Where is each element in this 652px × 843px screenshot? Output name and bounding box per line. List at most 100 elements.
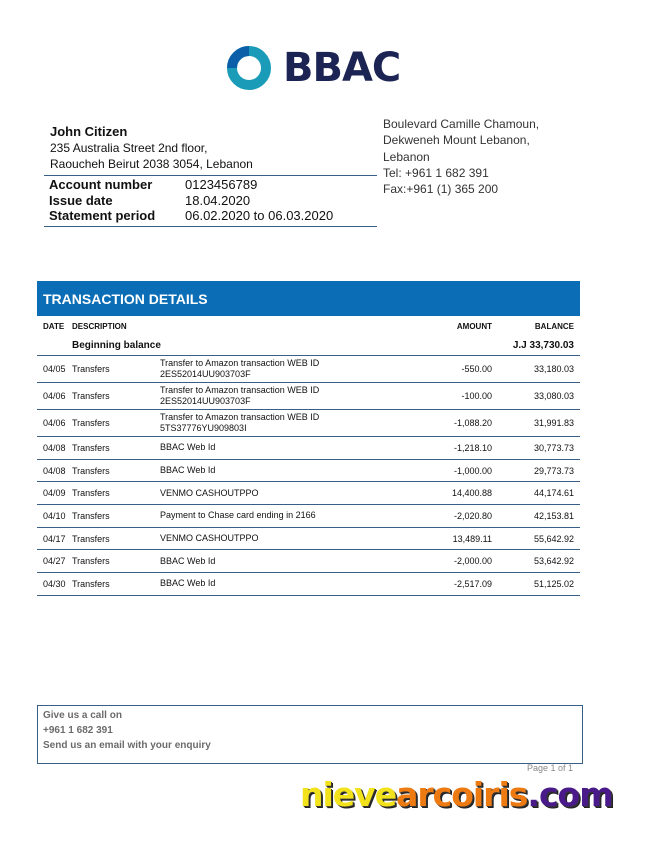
beginning-balance-value: J.J 33,730.03 bbox=[512, 340, 574, 351]
row-description: VENMO CASHOUTPPO bbox=[160, 488, 392, 499]
row-description: BBAC Web Id bbox=[160, 465, 392, 476]
row-amount: -100.00 bbox=[461, 391, 492, 401]
row-description: Transfer to Amazon transaction WEB ID 2ES… bbox=[160, 385, 392, 407]
row-type: Transfers bbox=[72, 510, 110, 521]
account-number-value: 0123456789 bbox=[185, 177, 258, 192]
transaction-details-title: TRANSACTION DETAILS bbox=[37, 281, 580, 316]
bank-logo: BBAC bbox=[225, 44, 401, 92]
table-row: 04/27 Transfers BBAC Web Id -2,000.00 53… bbox=[37, 550, 580, 574]
transactions-table: DATE DESCRIPTION AMOUNT BALANCE Beginnin… bbox=[37, 316, 580, 596]
row-description-line: Transfer to Amazon transaction WEB ID bbox=[160, 385, 320, 395]
statement-period-value: 06.02.2020 to 06.03.2020 bbox=[185, 208, 334, 223]
beginning-balance-row: Beginning balance J.J 33,730.03 bbox=[37, 336, 580, 356]
row-amount: -1,000.00 bbox=[453, 465, 492, 476]
row-description-line: Payment to Chase card ending in 2166 bbox=[160, 510, 316, 521]
table-row: 04/05 Transfers Transfer to Amazon trans… bbox=[37, 356, 580, 383]
row-type: Transfers bbox=[72, 488, 110, 499]
row-description: VENMO CASHOUTPPO bbox=[160, 533, 392, 544]
watermark: nievearcoiris.com bbox=[300, 775, 614, 814]
row-description-line: Transfer to Amazon transaction WEB ID bbox=[160, 412, 320, 422]
row-description-line: BBAC Web Id bbox=[160, 442, 216, 453]
row-type: Transfers bbox=[72, 556, 110, 567]
row-type: Transfers bbox=[72, 364, 110, 374]
row-amount: -1,088.20 bbox=[453, 418, 492, 428]
row-description: Payment to Chase card ending in 2166 bbox=[160, 510, 392, 521]
row-description-line: VENMO CASHOUTPPO bbox=[160, 487, 259, 498]
header-balance: BALANCE bbox=[534, 321, 574, 331]
row-balance: 30,773.73 bbox=[533, 442, 574, 453]
bank-address-line: Lebanon bbox=[383, 149, 430, 164]
row-balance: 53,642.92 bbox=[533, 556, 574, 567]
row-amount: -2,517.09 bbox=[453, 578, 492, 589]
row-date: 04/06 bbox=[43, 391, 66, 401]
account-info: Account number 0123456789 Issue date 18.04… bbox=[44, 175, 377, 227]
row-type: Transfers bbox=[72, 465, 110, 476]
row-date: 04/08 bbox=[43, 465, 66, 476]
row-date: 04/08 bbox=[43, 442, 66, 453]
row-type: Transfers bbox=[72, 442, 110, 453]
table-row: 04/08 Transfers BBAC Web Id -1,218.10 30… bbox=[37, 437, 580, 460]
row-balance: 29,773.73 bbox=[533, 465, 574, 476]
row-type: Transfers bbox=[72, 578, 110, 589]
row-balance: 44,174.61 bbox=[533, 488, 574, 499]
row-date: 04/17 bbox=[43, 533, 66, 544]
table-row: 04/08 Transfers BBAC Web Id -1,000.00 29… bbox=[37, 460, 580, 483]
row-description: Transfer to Amazon transaction WEB ID 2ES… bbox=[160, 358, 392, 380]
customer-name: John Citizen bbox=[50, 124, 128, 139]
bank-address-line: Boulevard Camille Chamoun, bbox=[383, 117, 540, 131]
table-row: 04/17 Transfers VENMO CASHOUTPPO 13,489.… bbox=[37, 528, 580, 551]
row-description-line: VENMO CASHOUTPPO bbox=[160, 533, 259, 544]
customer-address-1: 235 Australia Street 2nd floor, bbox=[50, 141, 208, 155]
row-amount: -2,000.00 bbox=[453, 556, 492, 567]
row-date: 04/27 bbox=[43, 556, 66, 567]
table-header: DATE DESCRIPTION AMOUNT BALANCE bbox=[37, 316, 580, 336]
contact-phone[interactable]: +961 1 682 391 bbox=[43, 725, 113, 736]
contact-box: Give us a call on +961 1 682 391 Send us… bbox=[37, 705, 583, 764]
row-description-ref: 2ES52014UU903703F bbox=[160, 369, 251, 379]
row-description-ref: 2ES52014UU903703F bbox=[160, 396, 251, 406]
row-balance: 33,180.03 bbox=[533, 364, 574, 374]
beginning-balance-label: Beginning balance bbox=[72, 340, 161, 351]
row-type: Transfers bbox=[72, 391, 110, 401]
row-description: BBAC Web Id bbox=[160, 578, 392, 589]
contact-call-label: Give us a call on bbox=[43, 710, 122, 721]
row-date: 04/05 bbox=[43, 364, 66, 374]
statement-period-label: Statement period bbox=[49, 208, 156, 223]
logo-ring-icon bbox=[227, 46, 271, 90]
row-amount: -2,020.80 bbox=[453, 510, 492, 521]
watermark-part: arcoiris bbox=[396, 775, 528, 814]
bank-address: Boulevard Camille Chamoun, Dekweneh Moun… bbox=[383, 116, 539, 197]
watermark-part: .com bbox=[527, 775, 613, 814]
row-description-line: BBAC Web Id bbox=[160, 555, 216, 566]
table-row: 04/06 Transfers Transfer to Amazon trans… bbox=[37, 410, 580, 437]
contact-email-label: Send us an email with your enquiry bbox=[43, 740, 211, 751]
issue-date-value: 18.04.2020 bbox=[185, 192, 251, 208]
row-description: BBAC Web Id bbox=[160, 556, 392, 567]
header-date: DATE bbox=[43, 321, 65, 331]
row-date: 04/30 bbox=[43, 578, 66, 589]
customer-block: John Citizen 235 Australia Street 2nd fl… bbox=[50, 124, 253, 172]
row-description: BBAC Web Id bbox=[160, 442, 392, 453]
header-description: DESCRIPTION bbox=[72, 321, 127, 331]
row-balance: 55,642.92 bbox=[533, 533, 574, 544]
row-date: 04/09 bbox=[43, 488, 66, 499]
row-date: 04/10 bbox=[43, 510, 66, 521]
bank-tel: Tel: +961 1 682 391 bbox=[383, 165, 489, 180]
row-type: Transfers bbox=[72, 533, 110, 544]
logo-text: BBAC bbox=[283, 45, 401, 91]
row-date: 04/06 bbox=[43, 418, 66, 428]
row-balance: 33,080.03 bbox=[533, 391, 574, 401]
row-description-ref: 5TS37776YU909803I bbox=[160, 423, 247, 433]
row-amount: 14,400.88 bbox=[451, 488, 492, 499]
table-row: 04/06 Transfers Transfer to Amazon trans… bbox=[37, 383, 580, 410]
header-amount: AMOUNT bbox=[456, 321, 492, 331]
customer-address-2: Raoucheh Beirut 2038 3054, Lebanon bbox=[50, 157, 253, 171]
watermark-part: nieve bbox=[300, 775, 397, 814]
row-amount: -550.00 bbox=[461, 364, 492, 374]
account-number-label: Account number bbox=[49, 177, 153, 192]
row-balance: 51,125.02 bbox=[533, 578, 574, 589]
row-balance: 42,153.81 bbox=[533, 510, 574, 521]
table-row: 04/10 Transfers Payment to Chase card en… bbox=[37, 505, 580, 528]
row-description-line: Transfer to Amazon transaction WEB ID bbox=[160, 358, 320, 368]
row-amount: 13,489.11 bbox=[452, 533, 492, 544]
